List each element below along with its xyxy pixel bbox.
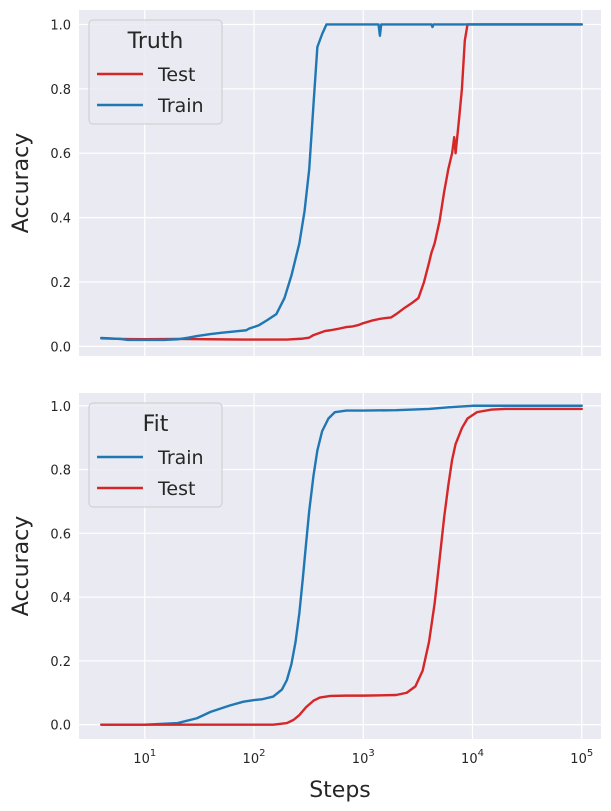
legend-label: Test [157,478,195,500]
x-tick-label: 104 [461,748,484,767]
legend-title: Truth [127,29,184,54]
y-tick-label: 0.0 [50,340,71,355]
y-tick-label: 0.6 [50,147,71,162]
y-axis-title: Accuracy [9,516,34,616]
legend-label: Test [157,64,195,86]
y-tick-label: 0.6 [50,527,71,542]
legend-label: Train [157,447,204,469]
legend-title: Fit [143,412,169,437]
x-tick-label: 103 [352,748,375,767]
legend-label: Train [157,95,204,117]
legend-box [88,402,223,508]
legend: Truth Test Train [88,19,223,125]
series-line-train [100,404,583,726]
x-axis-title: Steps [309,778,371,803]
y-tick-label: 0.8 [50,83,71,98]
truth-chart-panel: 0.0 0.2 0.4 0.6 0.8 1.0 Accuracy Truth Test Train [9,10,601,356]
y-tick-label: 0.0 [50,719,71,734]
fit-chart-panel: 0.0 0.2 0.4 0.6 0.8 1.0 101 102 103 104 105 Accurac… [9,393,601,767]
y-tick-label: 0.2 [50,655,71,670]
y-axis-title: Accuracy [9,133,34,233]
y-tick-label: 1.0 [50,18,71,33]
y-tick-label: 0.4 [50,591,71,606]
legend-box [88,19,223,125]
series-line-train [100,23,583,342]
y-tick-label: 1.0 [50,400,71,415]
series-line-test [100,23,583,341]
x-tick-label: 101 [133,748,156,767]
x-tick-label: 102 [243,748,266,767]
legend: Fit Train Test [88,402,223,508]
y-tick-label: 0.8 [50,464,71,479]
y-tick-label: 0.4 [50,212,71,227]
grid-lines [79,393,601,739]
x-tick-label: 105 [570,748,593,767]
y-tick-label: 0.2 [50,276,71,291]
series-line-test [100,407,583,726]
